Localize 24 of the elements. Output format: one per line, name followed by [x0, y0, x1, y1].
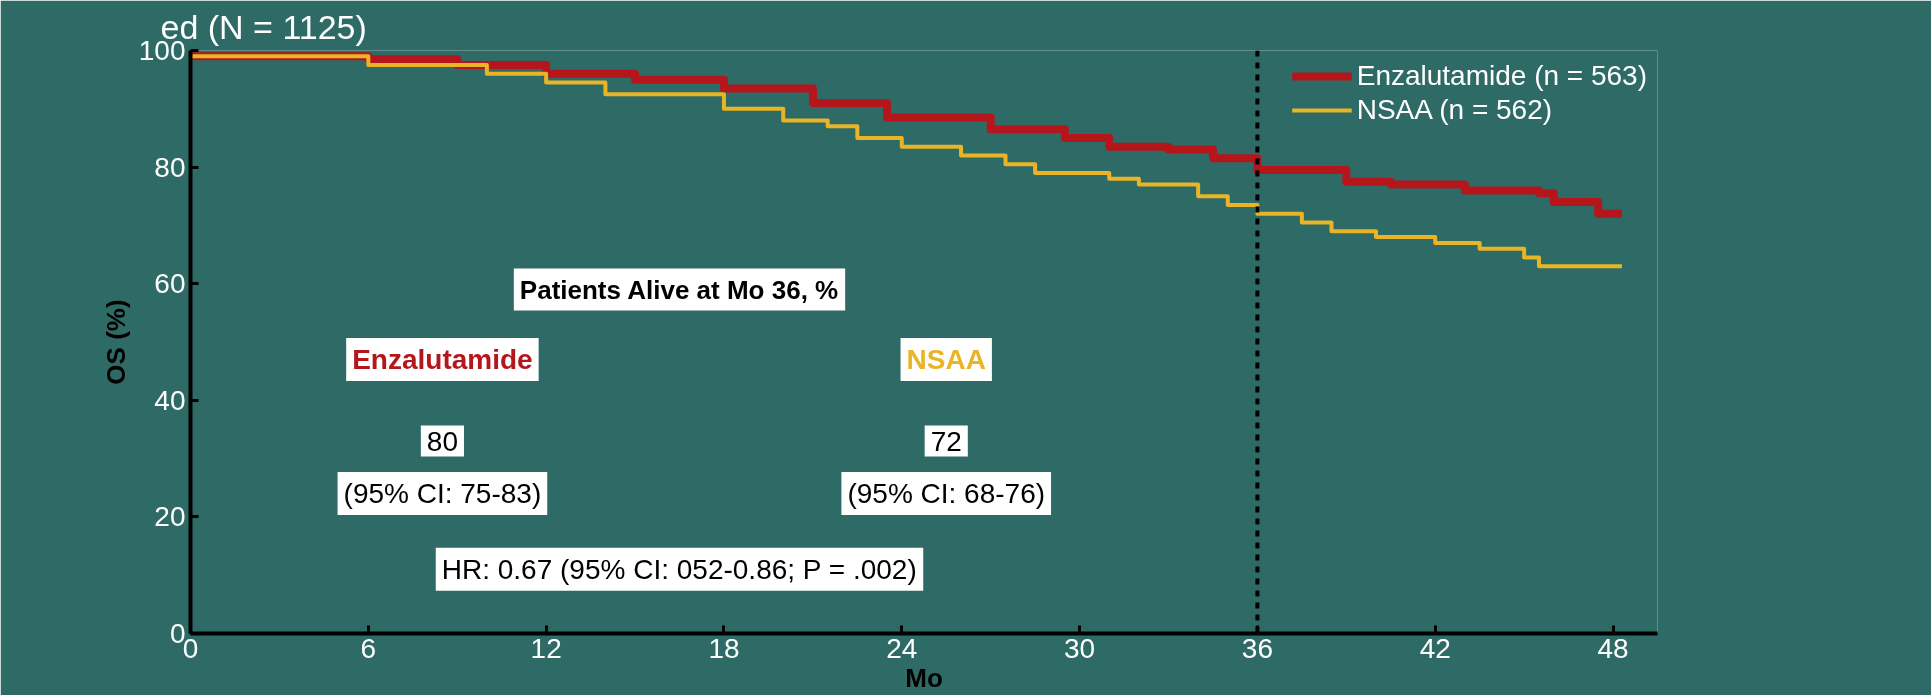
annotation: (95% CI: 75-83) — [343, 478, 542, 510]
y-tick-label: 80 — [154, 151, 186, 183]
annotation: 80 — [426, 425, 458, 457]
legend-label: Enzalutamide (n = 563) — [1356, 60, 1647, 92]
annotation: Patients Alive at Mo 36, % — [519, 274, 839, 305]
y-tick-label: 60 — [154, 268, 186, 300]
annotation: 72 — [930, 425, 962, 457]
x-tick-label: 42 — [1419, 632, 1451, 664]
x-tick-label: 30 — [1064, 632, 1096, 664]
annotation: HR: 0.67 (95% CI: 052-0.86; P = .002) — [441, 553, 917, 585]
y-tick-label: 40 — [154, 384, 186, 416]
y-tick-label: 20 — [154, 501, 186, 533]
legend-label: NSAA (n = 562) — [1356, 94, 1553, 126]
annotation: NSAA — [906, 343, 986, 375]
annotation: Enzalutamide — [352, 343, 533, 375]
annotation: (95% CI: 68-76) — [847, 478, 1046, 510]
x-tick-label: 36 — [1241, 632, 1273, 664]
x-tick-label: 6 — [360, 632, 377, 664]
x-tick-label: 12 — [530, 632, 562, 664]
x-axis-title: Mo — [905, 662, 943, 693]
x-tick-label: 24 — [886, 632, 918, 664]
x-tick-label: 48 — [1597, 632, 1629, 664]
y-axis-title: OS (%) — [100, 299, 131, 385]
x-tick-label: 18 — [708, 632, 740, 664]
